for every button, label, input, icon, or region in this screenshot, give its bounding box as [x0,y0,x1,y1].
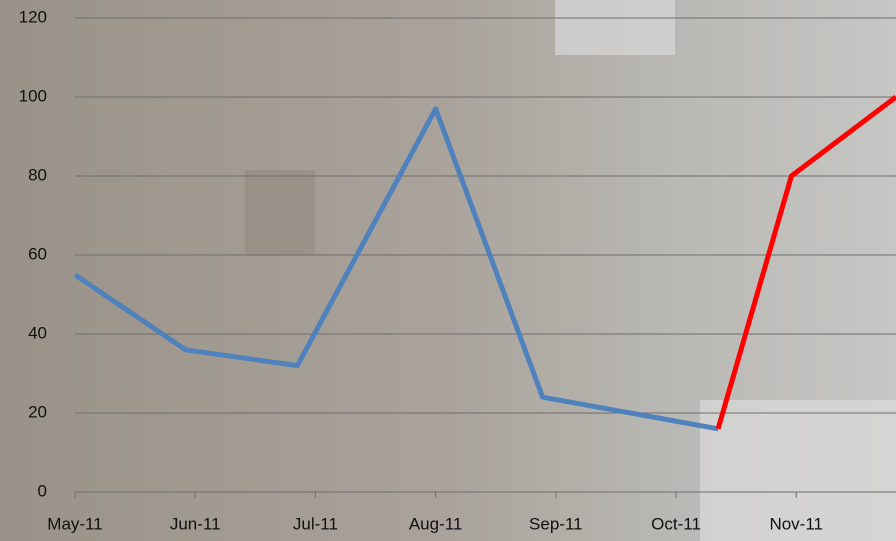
x-tick-label: Jun-11 [170,514,221,533]
y-tick-label: 60 [28,244,47,263]
x-tick-label: Aug-11 [409,514,463,533]
x-tick-label: May-11 [47,514,102,533]
background-window [245,170,315,255]
x-tick-label: Jul-11 [293,514,338,533]
x-tick-label: Oct-11 [651,514,701,533]
y-tick-label: 120 [19,7,47,26]
y-tick-label: 20 [28,402,47,421]
y-tick-label: 100 [19,86,47,105]
x-tick-label: Nov-11 [769,514,823,533]
background-car [555,0,675,55]
y-tick-label: 0 [38,481,47,500]
x-tick-label: Sep-11 [529,514,583,533]
y-tick-label: 80 [28,165,47,184]
y-tick-label: 40 [28,323,47,342]
page: {"chart_data": {"type": "line", "x": [0,… [0,0,896,541]
chart: 0 20 40 60 80 100 120 May-11 Jun-11 Jul-11 Aug-11 S… [0,0,896,541]
